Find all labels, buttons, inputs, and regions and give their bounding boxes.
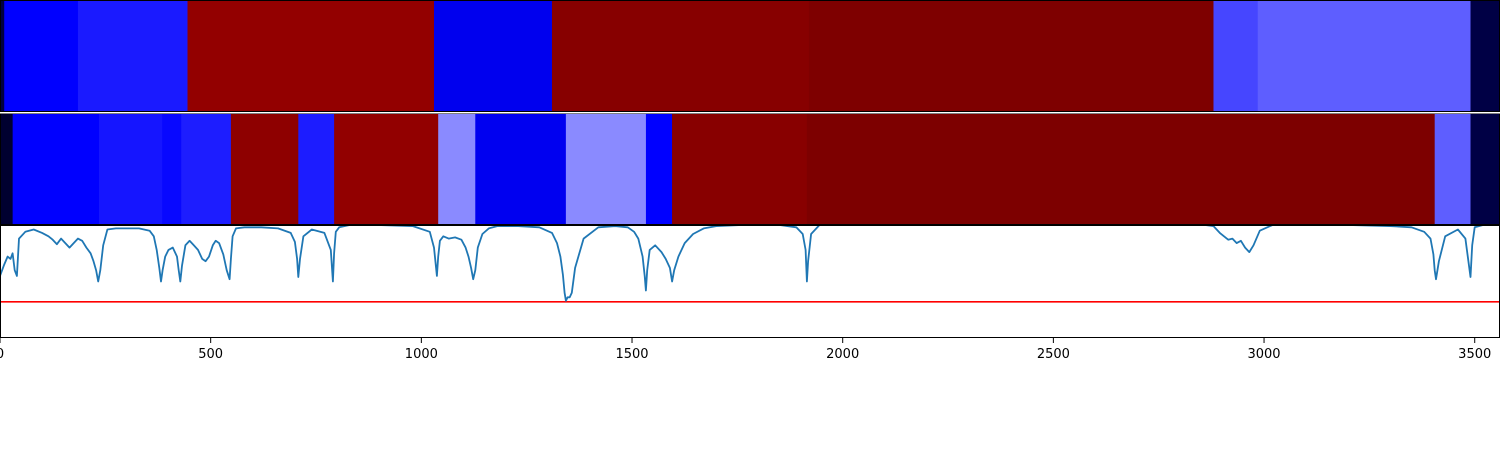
heatmap-cell [1434, 113, 1472, 225]
heatmap-cell [551, 0, 810, 112]
panel-separator [0, 112, 1500, 114]
heatmap-cell [1257, 0, 1472, 112]
heatmap-cell [181, 113, 232, 225]
heatmap-cell [1470, 113, 1500, 225]
line-plot-panel [0, 225, 1500, 338]
heatmap-cell [1213, 0, 1259, 112]
heatmap-cell [1470, 0, 1500, 112]
heatmap-cell [672, 113, 808, 225]
panel-frame [0, 225, 1500, 338]
x-tick-label: 1000 [405, 347, 438, 362]
heatmap-cell [298, 113, 335, 225]
heatmap-cell [77, 0, 189, 112]
x-axis: 0 500 1000 1500 2000 2500 3000 3500 [0, 338, 1491, 362]
x-tick-label: 2500 [1037, 347, 1070, 362]
heatmap-cell [4, 0, 79, 112]
heatmap-cell [0, 0, 5, 112]
heatmap-cell [0, 113, 14, 225]
heatmap-cell [433, 0, 553, 112]
heatmap-cell [162, 113, 182, 225]
x-tick-label: 500 [198, 347, 223, 362]
heatmap-panel-top [0, 0, 1500, 112]
heatmap-panel-middle [0, 112, 1500, 225]
heatmap-cell [187, 0, 435, 112]
heatmap-cell [438, 113, 476, 225]
x-tick-label: 1500 [615, 347, 648, 362]
series-line [0, 225, 1500, 302]
x-tick-label: 3500 [1458, 347, 1491, 362]
x-tick-label: 0 [0, 347, 4, 362]
x-tick-label: 3000 [1247, 347, 1280, 362]
heatmap-cell [565, 113, 647, 225]
heatmap-cell [645, 113, 673, 225]
heatmap-cell [808, 0, 1215, 112]
heatmap-cell [12, 113, 100, 225]
heatmap-cell [334, 113, 439, 225]
heatmap-cell [230, 113, 299, 225]
heatmap-cell [475, 113, 567, 225]
heatmap-cell [99, 113, 163, 225]
heatmap-cell [806, 113, 1436, 225]
x-tick-label: 2000 [826, 347, 859, 362]
